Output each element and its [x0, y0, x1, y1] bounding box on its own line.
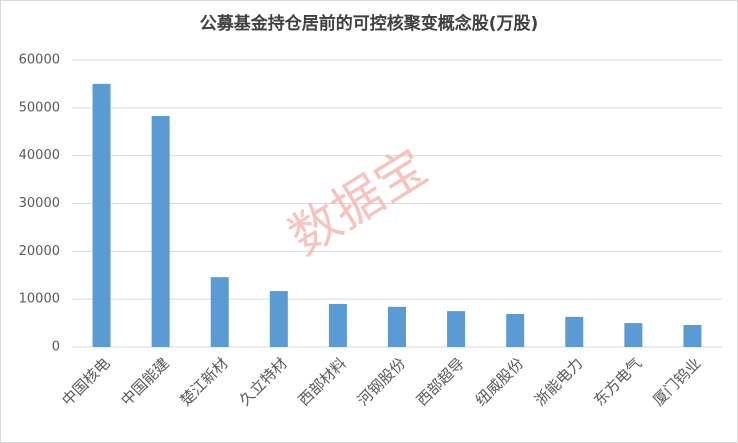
bar	[447, 311, 466, 347]
bar	[269, 291, 288, 347]
y-tick-label: 10000	[19, 292, 60, 307]
bar	[92, 83, 111, 348]
chart-title: 公募基金持仓居前的可控核聚变概念股(万股)	[200, 13, 539, 34]
bar	[506, 313, 525, 347]
bar	[683, 324, 702, 347]
y-tick-label: 60000	[19, 53, 60, 68]
y-tick-label: 50000	[19, 100, 60, 115]
bar	[388, 306, 406, 347]
bar	[210, 277, 229, 347]
bar	[565, 316, 584, 347]
bar	[151, 115, 170, 347]
y-tick-label: 40000	[19, 148, 60, 163]
y-tick-label: 20000	[19, 244, 60, 259]
bar	[624, 323, 643, 347]
y-tick-label: 30000	[19, 196, 60, 211]
bar	[328, 303, 347, 347]
y-tick-label: 0	[52, 340, 60, 355]
